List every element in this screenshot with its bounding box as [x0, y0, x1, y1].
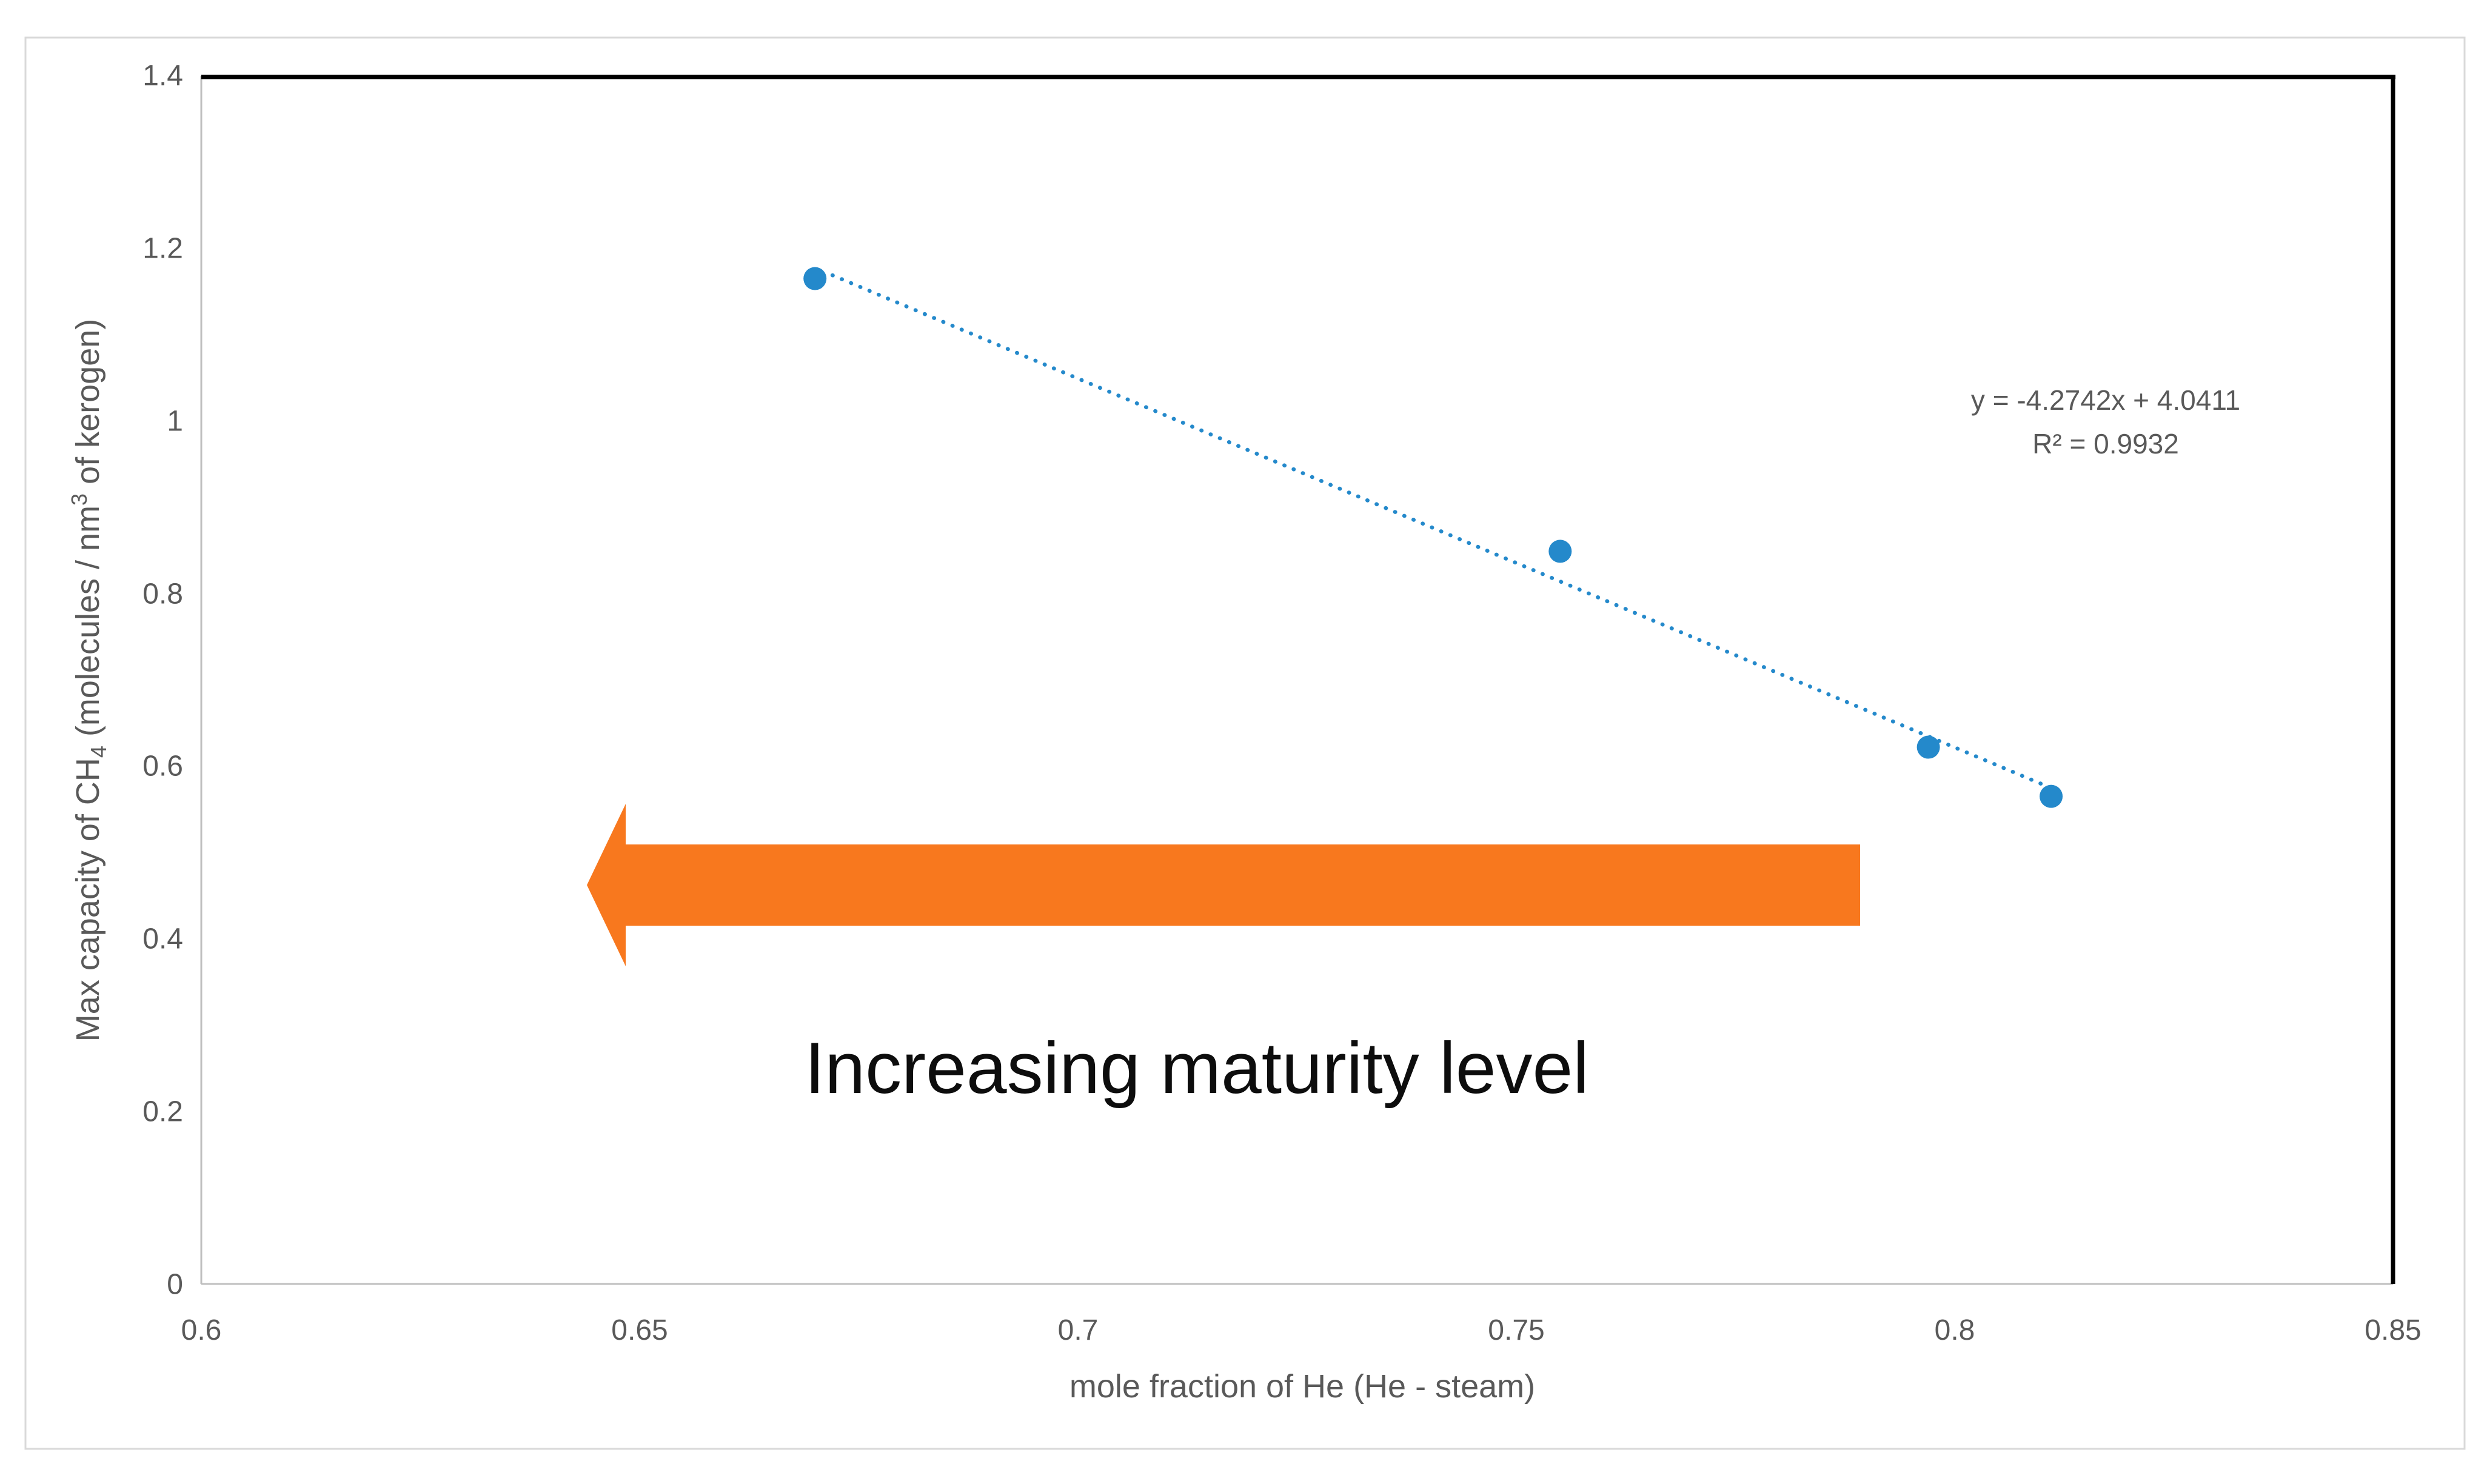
y-axis-title: Max capacity of CH4 (molecules / nm3 of …	[67, 319, 111, 1042]
y-tick-label: 0.8	[142, 578, 183, 610]
y-tick-label: 0	[167, 1269, 183, 1301]
x-tick-label: 0.8	[1935, 1314, 1975, 1346]
y-axis-title-part: of kerogen)	[70, 319, 106, 493]
annotation-text: Increasing maturity level	[805, 1028, 1589, 1109]
data-point	[803, 267, 827, 290]
y-axis-title-subscript: 4	[86, 746, 111, 758]
data-point	[1548, 540, 1572, 563]
y-axis-title-part: Max capacity of CH	[70, 758, 106, 1041]
y-axis-title-superscript: 3	[67, 493, 92, 506]
chart-border	[24, 36, 2466, 1450]
trendline-r-squared: R² = 0.9932	[2032, 428, 2179, 460]
y-tick-label: 0.6	[142, 750, 183, 783]
trendline-equation: y = -4.2742x + 4.0411	[1971, 384, 2240, 416]
y-tick-label: 1	[167, 406, 183, 438]
x-tick-label: 0.7	[1058, 1314, 1099, 1346]
left-arrow-shape	[587, 804, 1860, 966]
x-tick-label: 0.75	[1488, 1314, 1544, 1346]
y-tick-label: 1.2	[142, 233, 183, 265]
x-tick-label: 0.65	[611, 1314, 668, 1346]
data-point	[1916, 735, 1940, 759]
y-tick-label: 1.4	[142, 60, 183, 92]
x-axis-title: mole fraction of He (He - steam)	[1069, 1368, 1535, 1405]
y-axis-title-part: (molecules / nm	[70, 506, 106, 746]
x-tick-label: 0.85	[2365, 1314, 2421, 1346]
data-point	[2040, 784, 2063, 808]
y-tick-label: 0.2	[142, 1096, 183, 1128]
scatter-series	[803, 267, 2063, 808]
x-tick-label: 0.6	[181, 1314, 222, 1346]
trendline-dotted	[830, 273, 2058, 792]
y-tick-label: 0.4	[142, 923, 183, 955]
